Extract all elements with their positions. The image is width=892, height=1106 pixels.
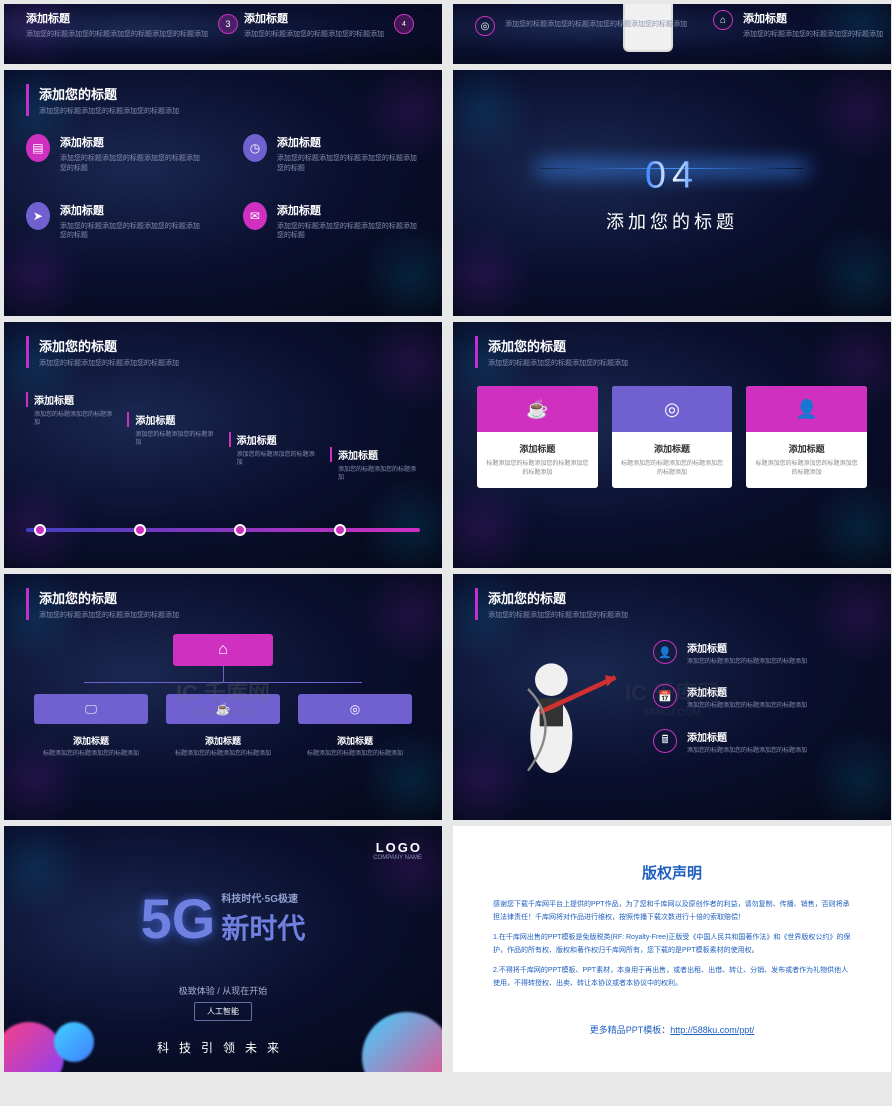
section-title: 添加您的标题	[606, 208, 738, 234]
archer-figure-icon	[503, 654, 623, 794]
item-desc: 添加您的标题添加您的标题添加您的标题添加	[244, 30, 384, 40]
item-title: 添加标题	[244, 10, 384, 26]
slide-cards: 添加您的标题添加您的标题添加您的标题添加您的标题添加 ☕添加标题标题添加您的标题…	[453, 322, 891, 568]
slide-cover-5g: LOGO COMPANY NAME 5G 科技时代·5G极速 新时代 极致体验 …	[4, 826, 442, 1072]
pill-label: 人工智能	[194, 1002, 252, 1021]
slide-orgchart: 添加您的标题添加您的标题添加您的标题添加您的标题添加 ⌂ 🖵 ☕ ◎ 添加标题标…	[4, 574, 442, 820]
timeline-dot	[34, 524, 46, 536]
org-root-box: ⌂	[173, 634, 273, 666]
more-link[interactable]: 更多精品PPT模板：http://588ku.com/ppt/	[453, 1023, 891, 1036]
target-icon: ◎	[350, 702, 360, 716]
copyright-title: 版权声明	[453, 862, 891, 883]
target-icon: ◎	[664, 399, 680, 420]
chat-icon: ✉	[243, 202, 267, 230]
clock-icon: ◷	[243, 134, 267, 162]
slide-icon-grid: 添加您的标题 添加您的标题添加您的标题添加您的标题添加 ▤添加标题添加您的标题添…	[4, 70, 442, 316]
slide-archer-list: 添加您的标题添加您的标题添加您的标题添加您的标题添加 👤添加标题添加您的标题添加…	[453, 574, 891, 820]
slide-1-right: ◎ 添加您的标题添加您的标题添加您的标题添加您的标题添加 ⌂ 添加标题 添加您的…	[453, 4, 891, 64]
num-badge-3: 3	[218, 14, 238, 34]
item-title: 添加标题	[743, 10, 883, 26]
card: ◎添加标题标题添加您的标题添加您的标题添加您的标题添加	[612, 386, 733, 488]
org-child-box: ◎	[298, 694, 412, 724]
calendar-icon: 📅	[653, 684, 677, 708]
rocket-icon: ➤	[26, 202, 50, 230]
logo-block: LOGO COMPANY NAME	[373, 840, 422, 861]
org-child-box: 🖵	[34, 694, 148, 724]
section-number: 04	[645, 154, 699, 197]
copyright-body: 感谢您下载千库网平台上提供的PPT作品，为了您和千库网以及原创作者的利益，请勿复…	[453, 883, 891, 1015]
slide-header: 添加您的标题 添加您的标题添加您的标题添加您的标题添加	[26, 84, 179, 116]
person-icon: 👤	[653, 640, 677, 664]
coffee-icon: ☕	[526, 399, 548, 420]
item-desc: 添加您的标题添加您的标题添加您的标题添加	[743, 30, 883, 40]
timeline-dot	[234, 524, 246, 536]
title-5g: 5G 科技时代·5G极速 新时代	[141, 890, 306, 947]
person-icon: 👤	[795, 399, 817, 420]
timeline-bar	[26, 528, 420, 532]
footer-text: 科技引领未来	[157, 1039, 289, 1056]
num-badge-4: 4	[394, 14, 414, 34]
slide-copyright: 版权声明 感谢您下载千库网平台上提供的PPT作品，为了您和千库网以及原创作者的利…	[453, 826, 891, 1072]
tagline: 极致体验 / 从现在开始	[179, 984, 268, 997]
item-title: 添加标题	[26, 10, 208, 26]
home-icon: ⌂	[218, 641, 228, 659]
timeline-dot	[334, 524, 346, 536]
slide-timeline: 添加您的标题添加您的标题添加您的标题添加您的标题添加 添加标题添加您的标题添加您…	[4, 322, 442, 568]
slide-1-left: 添加标题 添加您的标题添加您的标题添加您的标题添加您的标题添加 3 添加标题 添…	[4, 4, 442, 64]
calculator-icon: 🖩	[653, 729, 677, 753]
item-desc: 添加您的标题添加您的标题添加您的标题添加您的标题添加	[26, 30, 208, 40]
home-icon: ⌂	[713, 10, 733, 30]
card: 👤添加标题标题添加您的标题添加您的标题添加您的标题添加	[746, 386, 867, 488]
document-icon: ▤	[26, 134, 50, 162]
slide-section-divider: 04 添加您的标题	[453, 70, 891, 316]
timeline-dot	[134, 524, 146, 536]
monitor-icon: 🖵	[85, 702, 97, 717]
coffee-icon: ☕	[216, 702, 231, 716]
card: ☕添加标题标题添加您的标题添加您的标题添加您的标题添加	[477, 386, 598, 488]
org-child-box: ☕	[166, 694, 280, 724]
item-desc: 添加您的标题添加您的标题添加您的标题添加您的标题添加	[505, 20, 687, 30]
slide-grid: 添加标题 添加您的标题添加您的标题添加您的标题添加您的标题添加 3 添加标题 添…	[4, 4, 892, 1072]
target-icon: ◎	[475, 16, 495, 36]
